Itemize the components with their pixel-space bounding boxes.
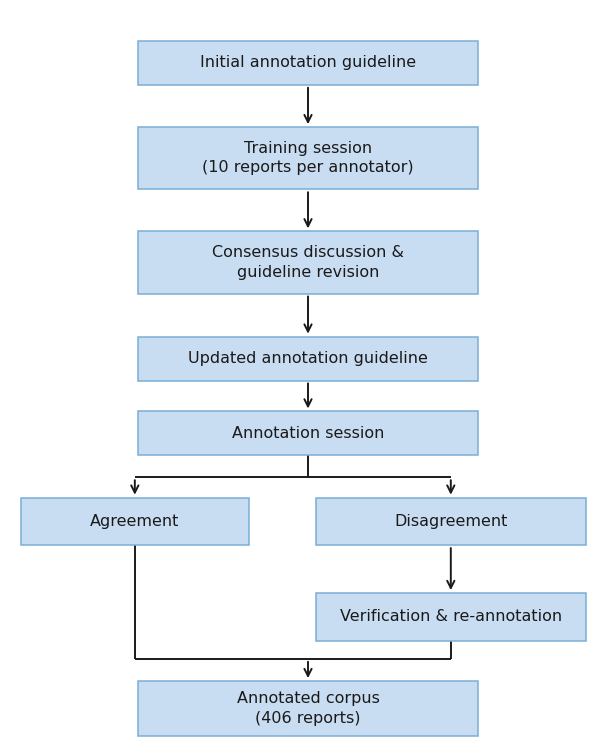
FancyBboxPatch shape <box>138 411 478 456</box>
Text: Disagreement: Disagreement <box>394 514 508 529</box>
Text: Annotated corpus
(406 reports): Annotated corpus (406 reports) <box>237 692 379 726</box>
Text: Updated annotation guideline: Updated annotation guideline <box>188 351 428 366</box>
Text: Initial annotation guideline: Initial annotation guideline <box>200 56 416 70</box>
FancyBboxPatch shape <box>315 593 586 640</box>
FancyBboxPatch shape <box>138 337 478 381</box>
FancyBboxPatch shape <box>315 498 586 545</box>
Text: Consensus discussion &
guideline revision: Consensus discussion & guideline revisio… <box>212 246 404 280</box>
FancyBboxPatch shape <box>138 681 478 736</box>
FancyBboxPatch shape <box>21 498 249 545</box>
Text: Verification & re-annotation: Verification & re-annotation <box>340 609 562 624</box>
Text: Agreement: Agreement <box>90 514 179 529</box>
FancyBboxPatch shape <box>138 41 478 85</box>
FancyBboxPatch shape <box>138 127 478 189</box>
Text: Training session
(10 reports per annotator): Training session (10 reports per annotat… <box>202 141 414 175</box>
FancyBboxPatch shape <box>138 232 478 294</box>
Text: Annotation session: Annotation session <box>232 426 384 441</box>
